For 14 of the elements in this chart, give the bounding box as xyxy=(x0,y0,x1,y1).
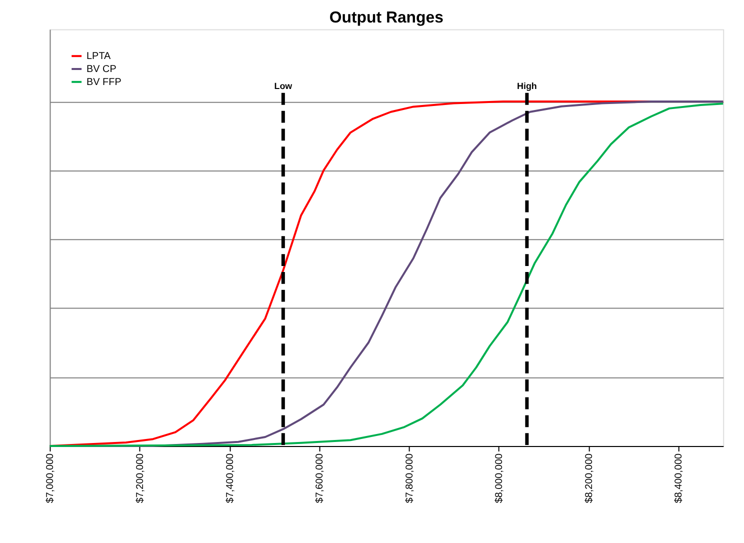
x-tick-label: $8,400,000 xyxy=(674,452,685,504)
x-tick-label: $7,000,000 xyxy=(45,452,56,504)
legend-label: BV CP xyxy=(86,64,117,75)
ref-line-label: Low xyxy=(274,80,292,91)
x-tick-label: $7,200,000 xyxy=(135,452,146,504)
legend-label: LPTA xyxy=(86,51,112,62)
ref-line-label: High xyxy=(517,80,537,91)
x-tick-label: $8,000,000 xyxy=(494,452,506,504)
x-tick-label: $7,400,000 xyxy=(224,452,236,504)
x-tick-label: $7,600,000 xyxy=(314,452,326,504)
x-tick-label: $8,200,000 xyxy=(584,452,595,504)
legend-label: BV FFP xyxy=(86,76,122,88)
chart-title: Output Ranges xyxy=(329,9,444,26)
x-tick-label: $7,800,000 xyxy=(404,452,416,504)
